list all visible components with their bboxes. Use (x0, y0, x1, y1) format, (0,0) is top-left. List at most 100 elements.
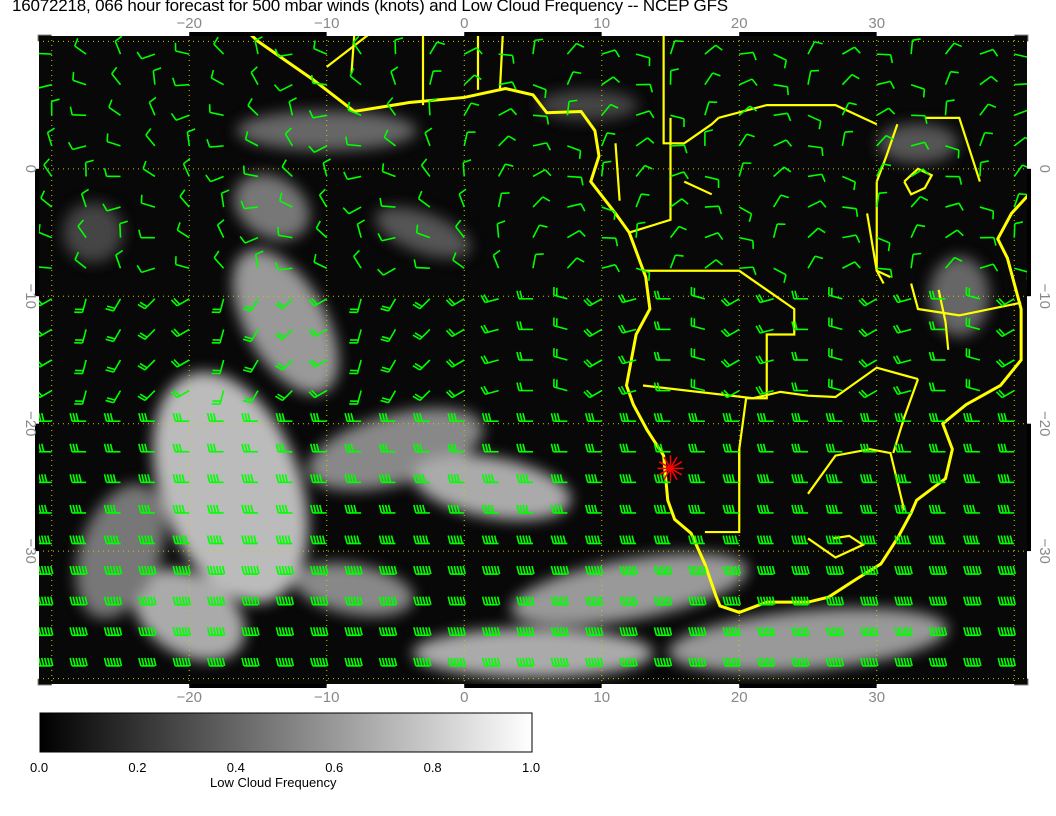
wind-barb (688, 596, 707, 606)
bottom-lon-label: 30 (868, 689, 885, 706)
wind-barb (378, 535, 396, 545)
top-axis-bar (189, 32, 327, 36)
wind-barb (756, 657, 776, 667)
wind-barb (894, 474, 912, 484)
wind-barb (274, 359, 293, 371)
wind-barb (550, 627, 570, 637)
wind-barb (791, 443, 808, 453)
wind-barb (841, 102, 857, 116)
wind-barb (38, 565, 54, 575)
wind-barb (447, 443, 465, 453)
wind-barb (516, 535, 533, 545)
country-border (875, 123, 899, 182)
wind-barb (532, 142, 552, 151)
wind-barb (807, 255, 824, 269)
colorbar-tick-label: 0.8 (423, 760, 442, 775)
country-border (807, 534, 866, 559)
wind-barb (516, 657, 535, 667)
wind-barb (738, 206, 753, 223)
wind-barb (344, 443, 362, 453)
axis-tick-labels: −20 −20 −10 −10 0 0 10 10 20 20 30 30 0 0 −10 −10 −20 −20… (22, 15, 1053, 706)
wind-barb (172, 627, 192, 637)
wind-barb (979, 206, 995, 220)
wind-barb (462, 159, 472, 177)
wind-barb (342, 206, 362, 215)
wind-barb (755, 385, 774, 395)
wind-barb (963, 657, 982, 667)
wind-barb (738, 105, 758, 116)
wind-barb (910, 252, 922, 269)
wind-barb (722, 474, 740, 484)
wind-barb (619, 565, 638, 575)
wind-barb (670, 114, 685, 128)
wind-barbs (38, 35, 1028, 667)
wind-barb (447, 474, 465, 484)
wind-barb (496, 220, 506, 238)
wind-barb (859, 412, 877, 422)
wind-barb (211, 390, 225, 405)
wind-barb (997, 535, 1015, 545)
wind-barb (997, 504, 1015, 514)
wind-barb (137, 298, 156, 310)
wind-barb (720, 328, 740, 338)
wind-barb (284, 127, 294, 147)
wind-barb (842, 261, 861, 269)
wind-barb (876, 267, 893, 278)
wind-barb (455, 219, 465, 239)
wind-barb (894, 504, 912, 514)
colorbar-tick-label: 0.0 (30, 760, 49, 775)
wind-barb (910, 195, 929, 208)
wind-barb (170, 389, 190, 399)
wind-barb (963, 474, 980, 484)
wind-barb (619, 443, 637, 453)
wind-barb (378, 504, 396, 514)
wind-barb (69, 627, 88, 637)
wind-barb (349, 359, 362, 375)
wind-barb (722, 596, 742, 606)
wind-barb (619, 596, 638, 606)
wind-barb (619, 657, 638, 667)
wind-barb (318, 188, 328, 208)
wind-barb (945, 229, 964, 239)
wind-barb (137, 390, 156, 402)
left-lat-label: 0 (22, 165, 39, 173)
wind-barb (74, 251, 87, 269)
location-marker (657, 455, 684, 482)
wind-barb (241, 535, 258, 545)
wind-barb (383, 129, 396, 147)
wind-barb (516, 565, 535, 575)
wind-barb (979, 131, 993, 147)
wind-barb (309, 627, 329, 637)
wind-barb (103, 565, 123, 575)
wind-barb (417, 190, 431, 208)
wind-barb (170, 112, 190, 121)
wind-barb (670, 198, 689, 208)
wind-barb (944, 256, 963, 269)
wind-barb (172, 504, 190, 514)
wind-barb (381, 163, 396, 178)
wind-barb (481, 412, 499, 422)
wind-barb (1013, 109, 1028, 118)
wind-barb (892, 324, 912, 334)
wind-barb (773, 83, 790, 96)
wind-barb (281, 159, 293, 178)
wind-barb (894, 412, 912, 422)
wind-barb (447, 412, 465, 422)
wind-barb (38, 596, 54, 606)
colorbar-tick-label: 1.0 (522, 760, 541, 775)
wind-barb (841, 46, 861, 55)
wind-barb (152, 67, 162, 85)
wind-barb (481, 627, 501, 637)
wind-barb (791, 535, 808, 545)
wind-barb (481, 596, 501, 606)
wind-barb (566, 42, 585, 55)
wind-barb (773, 53, 788, 69)
wind-barb (172, 657, 192, 667)
left-axis-bar (35, 168, 39, 297)
bottom-axis-bar (51, 684, 190, 688)
country-border (704, 449, 741, 534)
wind-barb (103, 657, 123, 667)
wind-barb (910, 38, 921, 55)
wind-barb (206, 657, 226, 667)
wind-barb (498, 107, 518, 116)
